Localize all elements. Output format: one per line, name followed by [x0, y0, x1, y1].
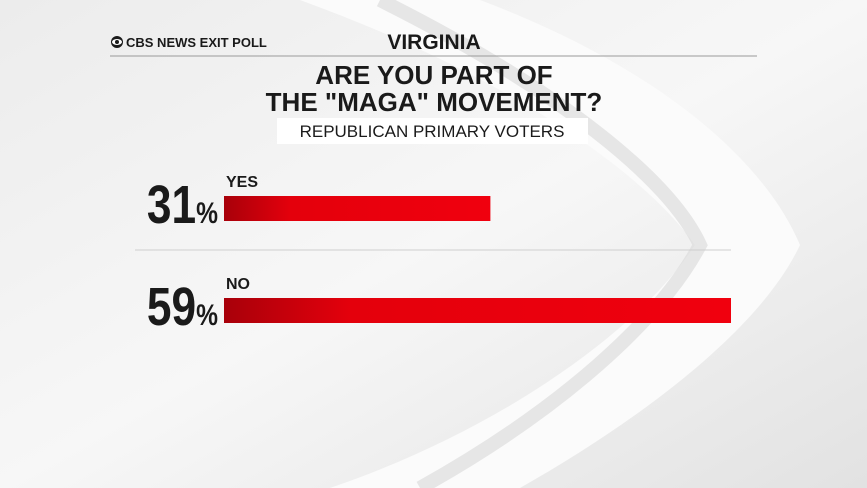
source: CBS NEWS EXIT POLL	[126, 35, 267, 50]
region: VIRGINIA	[387, 31, 480, 54]
title-line: THE "MAGA" MOVEMENT?	[266, 87, 603, 117]
value-label: 31%	[147, 175, 218, 235]
bar	[224, 196, 491, 221]
value-label: 59%	[147, 277, 218, 337]
cbs-eye-pupil	[115, 40, 119, 44]
swoosh	[300, 0, 800, 488]
bar	[224, 298, 731, 323]
value-unit: %	[196, 196, 218, 230]
swoosh-shadow	[376, 0, 708, 488]
subtitle: REPUBLICAN PRIMARY VOTERS	[300, 122, 565, 141]
value-unit: %	[196, 298, 218, 332]
subtitle-box	[277, 118, 588, 144]
category-label: NO	[226, 276, 250, 293]
value-number: 59	[147, 277, 196, 337]
category-label: YES	[226, 174, 258, 191]
value-number: 31	[147, 175, 196, 235]
title-line: ARE YOU PART OF	[315, 60, 552, 90]
